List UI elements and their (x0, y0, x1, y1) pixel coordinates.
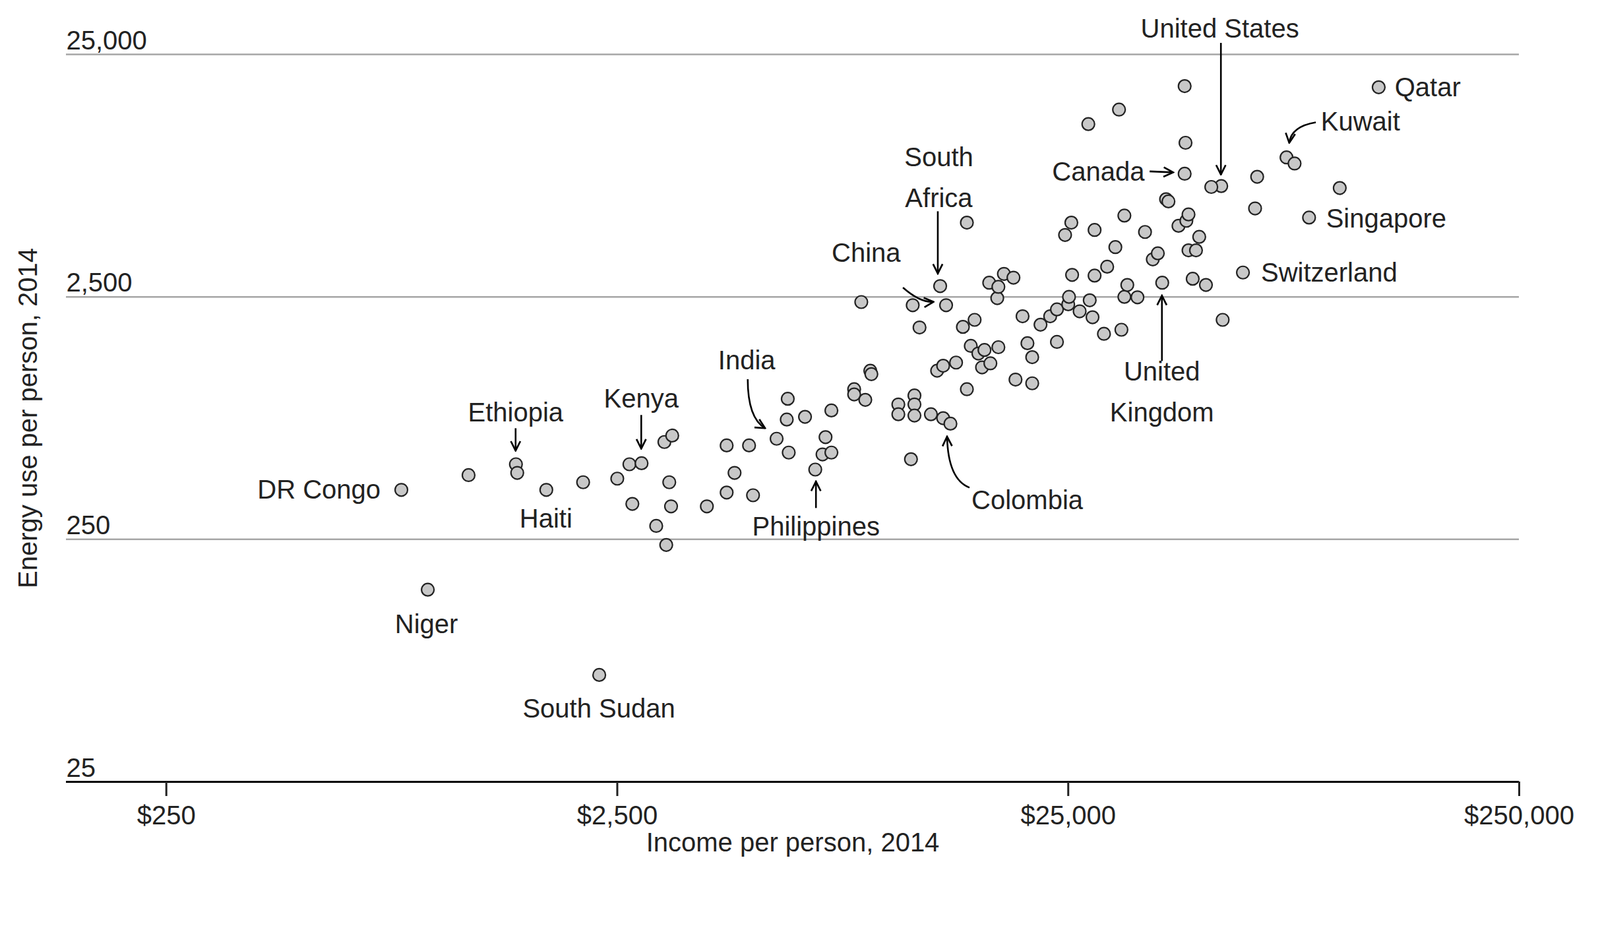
svg-text:$2,500: $2,500 (577, 800, 658, 830)
svg-text:Colombia: Colombia (971, 485, 1084, 515)
svg-text:Switzerland: Switzerland (1261, 257, 1398, 287)
svg-text:United States: United States (1140, 13, 1300, 43)
svg-text:Singapore: Singapore (1326, 203, 1447, 233)
svg-text:SouthAfrica: SouthAfrica (904, 142, 974, 213)
svg-text:Kuwait: Kuwait (1321, 106, 1401, 136)
svg-text:25,000: 25,000 (66, 25, 148, 55)
svg-text:Qatar: Qatar (1394, 72, 1461, 102)
svg-text:UnitedKingdom: UnitedKingdom (1109, 356, 1215, 427)
svg-text:$25,000: $25,000 (1020, 800, 1116, 830)
svg-text:India: India (718, 345, 776, 375)
svg-text:$250: $250 (137, 800, 196, 830)
svg-text:DR Congo: DR Congo (257, 474, 381, 504)
svg-text:25: 25 (66, 753, 97, 783)
svg-text:Haiti: Haiti (519, 503, 573, 533)
svg-text:Niger: Niger (395, 609, 459, 639)
svg-text:2,500: 2,500 (66, 267, 133, 297)
svg-text:Energy use per person, 2014: Energy use per person, 2014 (13, 247, 43, 589)
svg-text:Kenya: Kenya (604, 383, 680, 413)
svg-text:Income per person, 2014: Income per person, 2014 (646, 827, 940, 857)
svg-text:South Sudan: South Sudan (522, 693, 675, 723)
svg-text:Philippines: Philippines (751, 511, 880, 541)
svg-text:$250,000: $250,000 (1464, 800, 1575, 830)
svg-text:Ethiopia: Ethiopia (468, 397, 564, 427)
svg-text:Canada: Canada (1051, 156, 1145, 186)
svg-text:China: China (831, 238, 901, 268)
svg-text:250: 250 (66, 510, 111, 540)
